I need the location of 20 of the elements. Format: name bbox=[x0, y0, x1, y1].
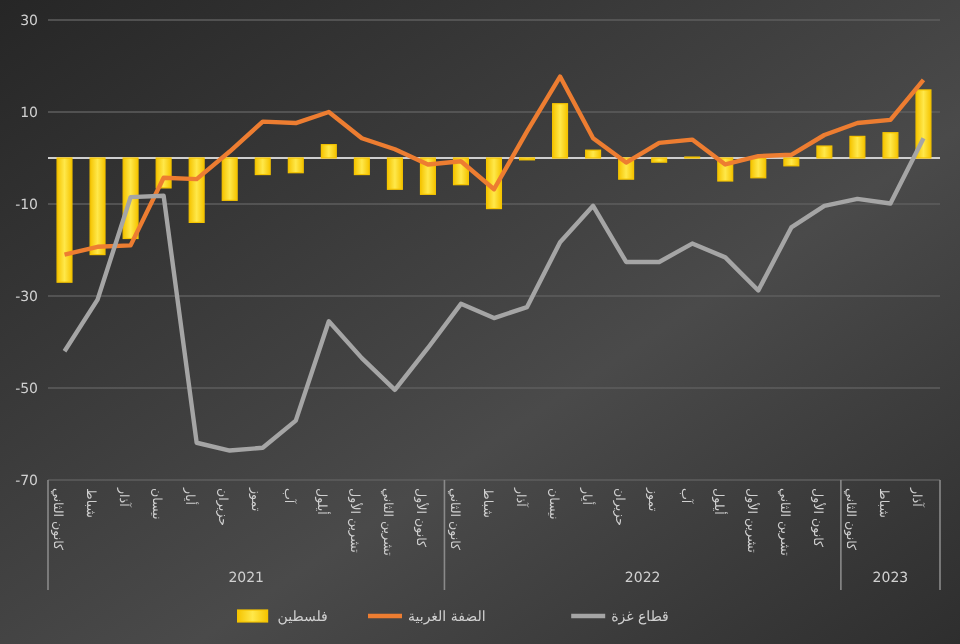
line-series bbox=[62, 136, 926, 453]
line-series bbox=[62, 74, 926, 257]
bar bbox=[816, 145, 833, 159]
bar bbox=[915, 89, 932, 159]
bar bbox=[585, 149, 602, 159]
bar bbox=[254, 157, 271, 176]
bar bbox=[651, 157, 668, 163]
bar bbox=[783, 157, 800, 167]
bar bbox=[849, 135, 866, 159]
bar bbox=[386, 157, 403, 190]
bar bbox=[188, 157, 205, 223]
bar bbox=[353, 157, 370, 176]
bar bbox=[552, 103, 569, 159]
bar bbox=[89, 157, 106, 256]
bar bbox=[320, 144, 337, 159]
bar bbox=[750, 157, 767, 179]
bar bbox=[287, 157, 304, 174]
bar bbox=[221, 157, 238, 201]
bar bbox=[56, 157, 73, 283]
bar bbox=[882, 132, 899, 159]
